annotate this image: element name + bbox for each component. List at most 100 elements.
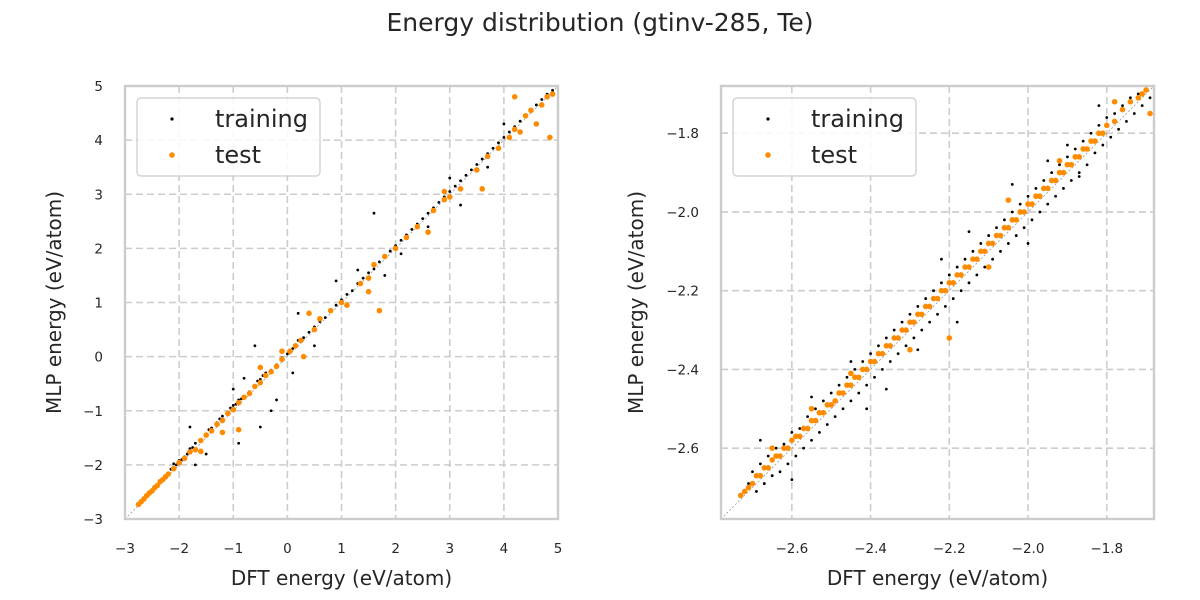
test-point — [1072, 154, 1079, 160]
training-point — [762, 482, 766, 485]
y-axis-label: MLP energy (eV/atom) — [624, 191, 648, 414]
test-point — [962, 264, 968, 270]
training-point — [802, 446, 806, 450]
training-point — [1089, 131, 1093, 135]
training-point — [1030, 218, 1034, 222]
training-point — [502, 122, 506, 126]
test-point — [479, 186, 486, 192]
training-point — [849, 399, 853, 403]
training-point — [837, 383, 841, 387]
test-point — [1044, 185, 1051, 192]
training-point — [924, 297, 928, 300]
axes-frame — [719, 84, 1156, 521]
training-point — [1034, 186, 1038, 190]
training-point — [873, 375, 876, 379]
training-point — [377, 260, 381, 264]
training-point — [928, 320, 932, 324]
legend-label-test: test — [215, 141, 261, 169]
left-scatter-panel: −3 −2 −1 0 1 2 3 4 5 −3 −2 −1 0 1 2 3 4 5 DFT energy (eV/a… — [42, 79, 562, 590]
test-point — [1135, 95, 1142, 101]
series-test — [737, 87, 1153, 499]
test-point — [414, 223, 421, 230]
test-point — [203, 432, 209, 438]
training-point — [794, 454, 798, 458]
test-point — [176, 459, 182, 466]
training-point — [782, 442, 786, 446]
training-point — [786, 462, 790, 466]
x-tick-label: 2 — [391, 541, 400, 557]
x-tick-label: 3 — [445, 541, 454, 557]
test-point — [403, 234, 410, 241]
training-point — [1128, 96, 1132, 100]
test-point — [517, 129, 523, 135]
training-point — [983, 265, 987, 269]
test-point — [942, 287, 949, 294]
test-point — [950, 280, 957, 286]
test-point — [292, 343, 299, 349]
test-point — [181, 455, 188, 462]
training-point — [975, 273, 979, 277]
training-point — [231, 403, 235, 407]
training-point — [1054, 194, 1057, 198]
test-point — [219, 417, 226, 424]
y-tick-label: −1.8 — [666, 126, 699, 142]
test-point — [425, 229, 431, 235]
training-point — [302, 336, 306, 340]
training-point — [845, 375, 849, 379]
training-point — [497, 141, 500, 145]
series-training — [739, 88, 1152, 497]
training-point — [1101, 143, 1105, 147]
training-point — [778, 470, 782, 474]
training-point — [1077, 171, 1081, 175]
training-point — [1046, 202, 1050, 206]
training-point — [296, 311, 300, 315]
training-point — [464, 173, 468, 177]
training-point — [790, 478, 794, 482]
training-point — [1069, 179, 1073, 182]
training-point — [1105, 116, 1109, 119]
legend: training test — [732, 97, 917, 177]
x-tick-label: −2.0 — [1012, 541, 1045, 557]
training-point — [1113, 112, 1117, 115]
training-point — [940, 257, 943, 261]
x-tick-label: −2.2 — [933, 541, 966, 557]
test-point — [235, 426, 242, 433]
legend: training test — [136, 97, 321, 177]
test-point — [769, 457, 775, 463]
training-point — [437, 200, 441, 204]
training-point — [818, 431, 821, 434]
test-point — [376, 307, 383, 314]
training-point — [995, 226, 998, 230]
training-point — [963, 257, 967, 261]
test-point — [946, 280, 953, 286]
test-point — [214, 421, 220, 428]
test-point — [926, 303, 933, 310]
test-point — [474, 167, 480, 173]
right-scatter-panel: −2.6 −2.4 −2.2 −2.0 −1.8 −2.6 −2.4 −2.2 −2.0 −1.8… — [624, 84, 1156, 590]
training-point — [253, 344, 257, 348]
test-point — [883, 343, 890, 349]
training-point — [892, 328, 896, 332]
test-point — [749, 480, 756, 487]
test-point — [547, 134, 553, 141]
test-point — [852, 374, 858, 381]
training-point — [861, 360, 865, 363]
training-point — [269, 409, 273, 413]
training-point — [825, 423, 829, 426]
test-point — [907, 346, 913, 353]
training-point — [491, 146, 495, 150]
test-point — [836, 390, 842, 396]
test-point — [828, 402, 835, 408]
training-point — [313, 344, 316, 348]
training-point — [1121, 104, 1124, 108]
training-point — [936, 312, 939, 316]
y-tick-label: −2.6 — [666, 441, 699, 457]
test-point — [769, 445, 775, 451]
training-point — [448, 190, 452, 193]
training-point — [770, 474, 774, 478]
test-point — [1001, 224, 1008, 231]
training-point — [1026, 242, 1030, 245]
test-point — [544, 94, 550, 100]
training-point — [291, 371, 295, 375]
test-point — [246, 390, 253, 397]
